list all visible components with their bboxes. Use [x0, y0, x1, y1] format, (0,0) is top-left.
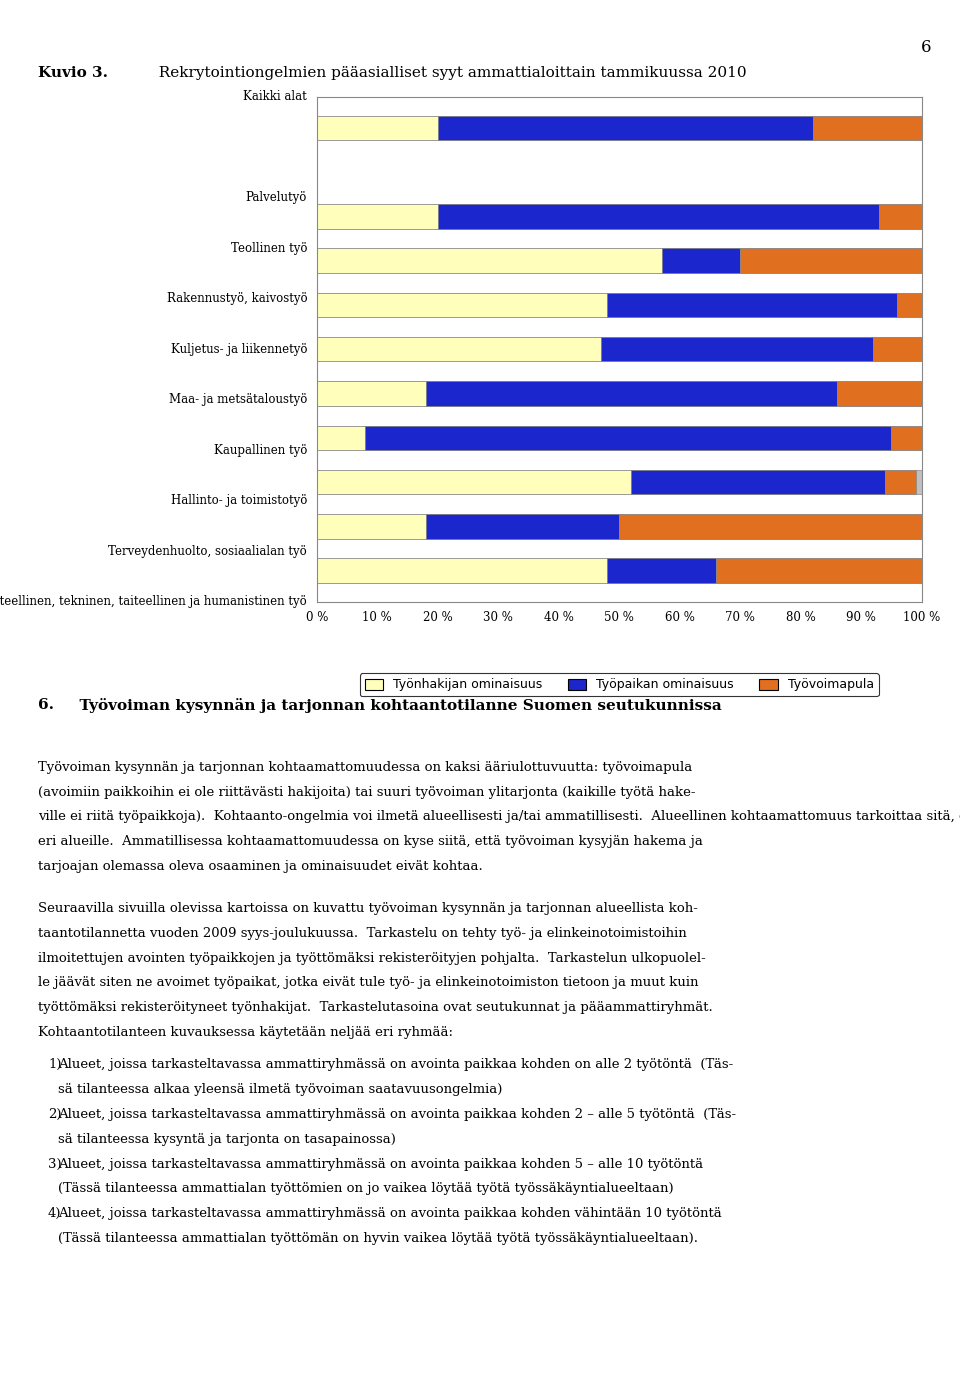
Bar [874, 337, 922, 361]
Bar [317, 382, 922, 405]
Text: (avoimiin paikkoihin ei ole riittävästi hakijoita) tai suuri työvoiman ylitarjon: (avoimiin paikkoihin ei ole riittävästi … [38, 786, 696, 798]
Bar [740, 249, 922, 272]
Bar [837, 382, 922, 405]
Bar [317, 470, 922, 494]
Bar [898, 293, 922, 317]
Bar [607, 293, 898, 317]
Bar [317, 293, 607, 317]
Legend: Työnhakijan ominaisuus, Työpaikan ominaisuus, Työvoimapula: Työnhakijan ominaisuus, Työpaikan ominai… [360, 674, 878, 697]
Text: 4): 4) [48, 1207, 61, 1220]
Bar [317, 514, 922, 538]
Text: Kaikki alat: Kaikki alat [244, 90, 307, 104]
Bar [438, 116, 813, 140]
Text: 6: 6 [921, 39, 931, 55]
Bar [317, 205, 438, 228]
Text: Työvoiman kysynnän ja tarjonnan kohtaantotilanne Suomen seutukunnissa: Työvoiman kysynnän ja tarjonnan kohtaant… [69, 698, 722, 714]
Text: eri alueille.  Ammatillisessa kohtaamattomuudessa on kyse siitä, että työvoiman : eri alueille. Ammatillisessa kohtaamatto… [38, 835, 704, 848]
Text: Alueet, joissa tarkasteltavassa ammattiryhmässä on avointa paikkaa kohden 5 – al: Alueet, joissa tarkasteltavassa ammattir… [58, 1158, 703, 1170]
Bar [317, 426, 922, 449]
Bar [317, 559, 607, 582]
Bar [813, 116, 922, 140]
Text: (Tässä tilanteessa ammattialan työttömän on hyvin vaikea löytää työtä työssäkäyn: (Tässä tilanteessa ammattialan työttömän… [58, 1232, 698, 1245]
Bar [885, 470, 916, 494]
Text: Työvoiman kysynnän ja tarjonnan kohtaamattomuudessa on kaksi ääriulottuvuutta: t: Työvoiman kysynnän ja tarjonnan kohtaama… [38, 761, 693, 773]
Text: Alueet, joissa tarkasteltavassa ammattiryhmässä on avointa paikkaa kohden vähint: Alueet, joissa tarkasteltavassa ammattir… [58, 1207, 721, 1220]
Text: Rakennustyö, kaivostyö: Rakennustyö, kaivostyö [167, 292, 307, 306]
Text: Kuljetus- ja liikennetyö: Kuljetus- ja liikennetyö [171, 343, 307, 355]
Bar [425, 514, 619, 538]
Bar [317, 470, 632, 494]
Text: 1): 1) [48, 1058, 61, 1070]
Text: Kaupallinen työ: Kaupallinen työ [214, 444, 307, 456]
Text: Alueet, joissa tarkasteltavassa ammattiryhmässä on avointa paikkaa kohden 2 – al: Alueet, joissa tarkasteltavassa ammattir… [58, 1108, 735, 1120]
Text: Kuvio 3.: Kuvio 3. [38, 66, 108, 80]
Bar [317, 116, 922, 140]
Text: Kohtaantotilanteen kuvauksessa käytetään neljää eri ryhmää:: Kohtaantotilanteen kuvauksessa käytetään… [38, 1026, 453, 1039]
Bar [317, 559, 922, 582]
Text: taantotilannetta vuoden 2009 syys-joulukuussa.  Tarkastelu on tehty työ- ja elin: taantotilannetta vuoden 2009 syys-jouluk… [38, 927, 687, 939]
Text: sä tilanteessa kysyntä ja tarjonta on tasapainossa): sä tilanteessa kysyntä ja tarjonta on ta… [58, 1133, 396, 1145]
Bar [317, 293, 922, 317]
Bar [607, 559, 716, 582]
Bar [892, 426, 922, 449]
Bar [879, 205, 922, 228]
Text: Hallinto- ja toimistotyö: Hallinto- ja toimistotyö [171, 494, 307, 508]
Text: 6.: 6. [38, 698, 55, 712]
Bar [425, 382, 837, 405]
Text: Palvelutyö: Palvelutyö [246, 191, 307, 205]
Bar [317, 249, 661, 272]
Bar [317, 249, 922, 272]
Text: Seuraavilla sivuilla olevissa kartoissa on kuvattu työvoiman kysynnän ja tarjonn: Seuraavilla sivuilla olevissa kartoissa … [38, 902, 698, 914]
Bar [317, 426, 365, 449]
Text: Maa- ja metsätaloustyö: Maa- ja metsätaloustyö [169, 393, 307, 407]
Text: sä tilanteessa alkaa yleensä ilmetä työvoiman saatavuusongelmia): sä tilanteessa alkaa yleensä ilmetä työv… [58, 1083, 502, 1095]
Text: Teollinen työ: Teollinen työ [230, 242, 307, 254]
Bar [619, 514, 922, 538]
Text: 2): 2) [48, 1108, 61, 1120]
Bar [317, 337, 922, 361]
Text: Tieteellinen, tekninen, taiteellinen ja humanistinen työ: Tieteellinen, tekninen, taiteellinen ja … [0, 595, 307, 609]
Bar [317, 337, 601, 361]
Bar [317, 205, 922, 228]
Text: 3): 3) [48, 1158, 61, 1170]
Bar [632, 470, 885, 494]
Text: tarjoajan olemassa oleva osaaminen ja ominaisuudet eivät kohtaa.: tarjoajan olemassa oleva osaaminen ja om… [38, 860, 483, 873]
Text: Alueet, joissa tarkasteltavassa ammattiryhmässä on avointa paikkaa kohden on all: Alueet, joissa tarkasteltavassa ammattir… [58, 1058, 732, 1070]
Text: ville ei riitä työpaikkoja).  Kohtaanto-ongelmia voi ilmetä alueellisesti ja/tai: ville ei riitä työpaikkoja). Kohtaanto-o… [38, 810, 960, 823]
Text: (Tässä tilanteessa ammattialan työttömien on jo vaikea löytää työtä työssäkäynti: (Tässä tilanteessa ammattialan työttömie… [58, 1182, 673, 1195]
Bar [365, 426, 892, 449]
Text: le jäävät siten ne avoimet työpaikat, jotka eivät tule työ- ja elinkeinotoimisto: le jäävät siten ne avoimet työpaikat, jo… [38, 976, 699, 989]
Bar [438, 205, 879, 228]
Bar [716, 559, 922, 582]
Text: ilmoitettujen avointen työpaikkojen ja työttömäksi rekisteröityjen pohjalta.  Ta: ilmoitettujen avointen työpaikkojen ja t… [38, 952, 707, 964]
Bar [661, 249, 740, 272]
Bar [601, 337, 874, 361]
Text: Terveydenhuolto, sosiaalialan työ: Terveydenhuolto, sosiaalialan työ [108, 545, 307, 557]
Bar [317, 514, 425, 538]
Bar [317, 116, 438, 140]
Bar [317, 382, 425, 405]
Text: Rekrytointiongelmien pääasialliset syyt ammattialoittain tammikuussa 2010: Rekrytointiongelmien pääasialliset syyt … [149, 66, 747, 80]
Text: työttömäksi rekisteröityneet työnhakijat.  Tarkastelutasoina ovat seutukunnat ja: työttömäksi rekisteröityneet työnhakijat… [38, 1001, 713, 1014]
